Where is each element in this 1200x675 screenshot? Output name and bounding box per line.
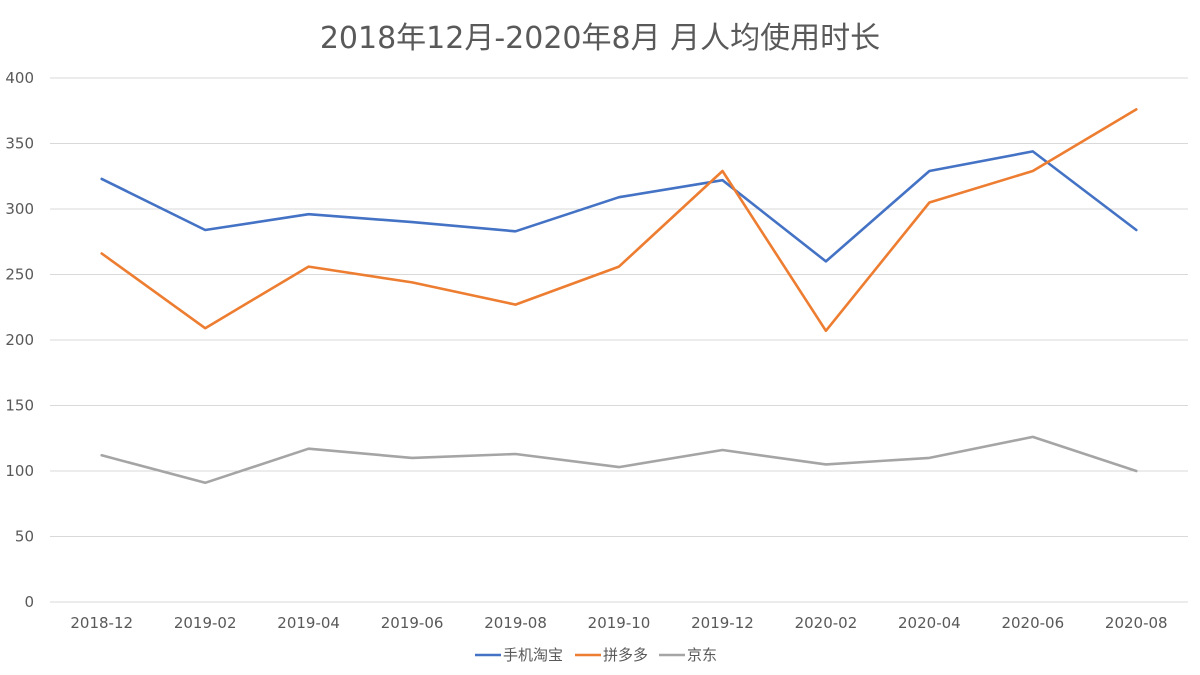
x-tick-label: 2020-04 [898,614,961,632]
series-line-0 [100,150,1138,263]
y-tick-label: 150 [5,397,34,415]
y-tick-label: 0 [24,593,34,611]
x-tick-label: 2020-06 [1001,614,1064,632]
series-line-1 [100,108,1138,333]
legend-label-0: 手机淘宝 [503,646,563,664]
legend: 手机淘宝 拼多多 京东 [475,646,717,664]
y-tick-label: 200 [5,331,34,349]
x-tick-label: 2018-12 [70,614,133,632]
y-tick-label: 350 [5,135,34,153]
y-axis-tick-labels: 0 50 100 150 200 250 300 350 400 [5,69,34,611]
chart-title: 2018年12月-2020年8月 月人均使用时长 [320,21,880,56]
y-tick-label: 250 [5,266,34,284]
series-lines [100,108,1138,485]
grid-lines [50,77,1188,603]
x-tick-label: 2019-12 [691,614,754,632]
x-tick-label: 2019-10 [588,614,651,632]
x-axis-tick-labels: 2018-12 2019-02 2019-04 2019-06 2019-08 2019-… [70,614,1167,632]
y-tick-label: 100 [5,462,34,480]
y-tick-label: 300 [5,200,34,218]
x-tick-label: 2020-08 [1105,614,1168,632]
x-tick-label: 2019-06 [381,614,444,632]
y-tick-label: 400 [5,69,34,87]
series-line-2 [100,435,1138,485]
y-tick-label: 50 [15,528,34,546]
legend-label-2: 京东 [687,646,717,664]
x-tick-label: 2019-08 [484,614,547,632]
x-tick-label: 2019-04 [277,614,340,632]
x-tick-label: 2020-02 [795,614,858,632]
legend-label-1: 拼多多 [603,646,648,664]
x-tick-label: 2019-02 [174,614,237,632]
